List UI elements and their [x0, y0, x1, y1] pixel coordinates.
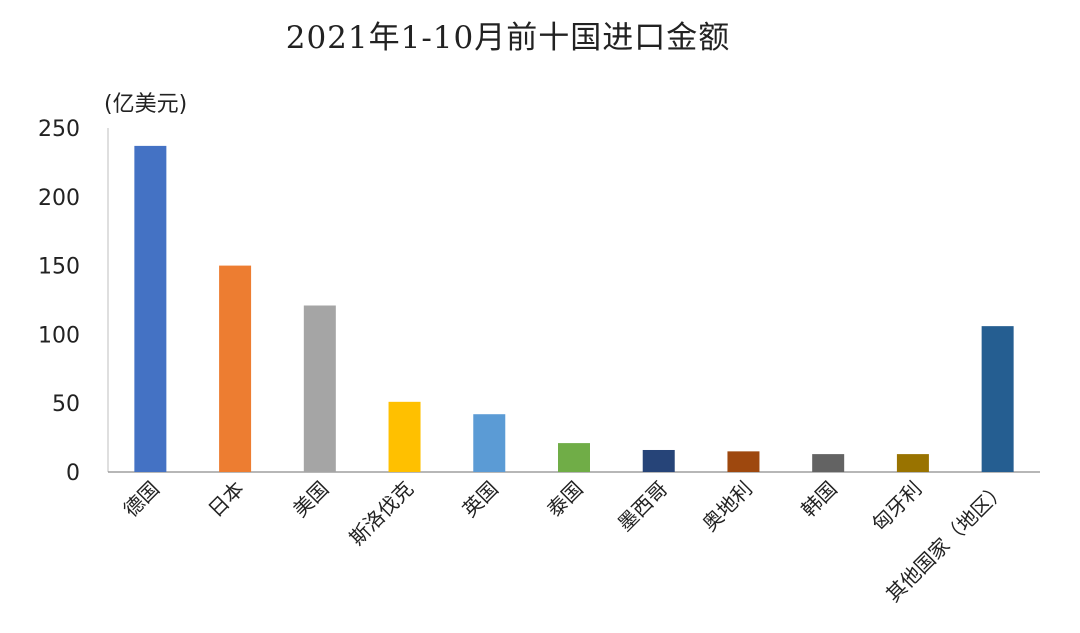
bar-10 — [896, 454, 929, 472]
bar-6 — [558, 443, 590, 472]
x-category-label: 墨西哥 — [613, 477, 672, 536]
x-category-label: 英国 — [458, 477, 503, 522]
x-category-label: 奥地利 — [698, 477, 757, 536]
y-tick-label: 250 — [38, 117, 80, 142]
y-tick-label: 200 — [38, 186, 80, 211]
bar-7 — [642, 449, 675, 472]
bar-8 — [727, 451, 760, 472]
y-tick-label: 50 — [52, 392, 80, 417]
x-category-label: 泰国 — [542, 477, 587, 522]
bar-2 — [219, 265, 252, 472]
x-category-label: 美国 — [288, 477, 333, 522]
y-axis-unit-label: (亿美元) — [104, 92, 188, 117]
y-tick-label: 100 — [38, 323, 80, 348]
bar-3 — [303, 305, 336, 472]
y-tick-label: 0 — [66, 461, 80, 486]
x-category-label: 德国 — [119, 477, 164, 522]
bar-11 — [981, 326, 1014, 472]
bar-9 — [812, 454, 845, 472]
bar-5 — [473, 414, 506, 472]
x-category-label: 斯洛伐克 — [345, 477, 419, 551]
chart-title: 2021年1-10月前十国进口金额 — [285, 20, 731, 56]
x-category-label: 韩国 — [796, 477, 841, 522]
bar-1 — [134, 145, 167, 472]
x-category-label: 日本 — [203, 477, 248, 522]
bar-4 — [388, 401, 421, 472]
y-tick-label: 150 — [38, 255, 80, 280]
x-category-label: 匈牙利 — [867, 477, 926, 536]
